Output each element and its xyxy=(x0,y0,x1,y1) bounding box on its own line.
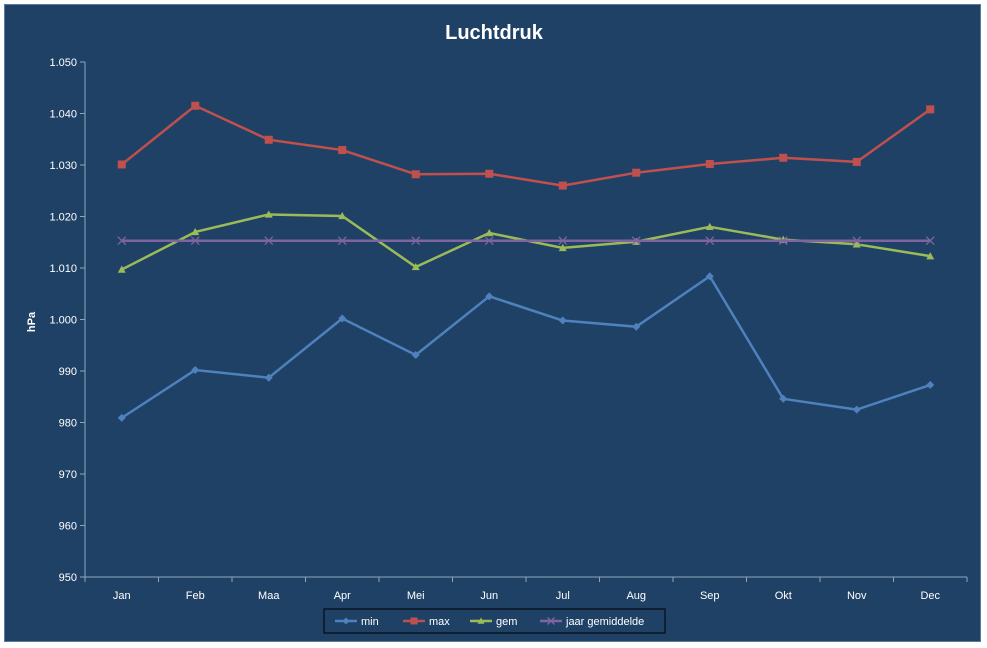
x-tick-label: Aug xyxy=(626,590,646,602)
data-point-jaar-gemiddelde xyxy=(925,236,935,246)
chart-title: Luchtdruk xyxy=(445,22,544,44)
legend-item-gem: gem xyxy=(470,616,517,628)
data-point-jaar-gemiddelde xyxy=(484,236,494,246)
legend-swatch-marker xyxy=(547,617,555,625)
series-jaar-gemiddelde xyxy=(117,236,935,246)
data-point-gem xyxy=(338,211,347,220)
y-tick-label: 1.030 xyxy=(49,160,77,172)
data-point-jaar-gemiddelde xyxy=(558,236,568,246)
data-point-max xyxy=(338,146,347,155)
data-point-max xyxy=(558,181,567,190)
data-point-min xyxy=(852,405,861,414)
data-point-max xyxy=(485,169,494,178)
data-point-max xyxy=(411,170,420,179)
data-point-min xyxy=(779,394,788,403)
legend-item-min: min xyxy=(335,616,379,628)
data-point-min xyxy=(117,413,126,422)
data-point-min xyxy=(264,373,273,382)
data-point-min xyxy=(338,314,347,323)
data-point-min xyxy=(705,272,714,281)
series-line-max xyxy=(120,104,931,187)
y-axis-title: hPa xyxy=(26,311,38,332)
data-point-gem xyxy=(411,262,420,271)
x-tick-label: Okt xyxy=(775,590,792,602)
y-tick-label: 1.000 xyxy=(49,315,77,327)
data-point-gem xyxy=(264,210,273,218)
line-chart: Luchtdruk hPa 950 960 970 980 990 1.000 1.010 1… xyxy=(26,22,968,634)
data-point-jaar-gemiddelde xyxy=(411,236,421,246)
data-point-max xyxy=(117,160,126,169)
y-tick-label: 990 xyxy=(59,366,77,378)
data-point-jaar-gemiddelde xyxy=(190,236,200,246)
y-tick-label: 980 xyxy=(59,418,77,430)
x-tick-label: Feb xyxy=(186,590,205,602)
legend-swatch-marker xyxy=(477,617,485,624)
x-tick-label: Dec xyxy=(920,590,940,602)
data-point-max xyxy=(705,159,714,168)
axes: 950 960 970 980 990 1.000 1.010 1.020 1.030 1.040… xyxy=(49,57,968,602)
x-tick-label: Apr xyxy=(334,590,351,602)
data-point-max xyxy=(779,153,788,162)
data-point-gem xyxy=(117,265,126,273)
y-tick-label: 1.010 xyxy=(49,263,77,275)
y-tick-label: 1.020 xyxy=(49,212,77,224)
x-tick-label: Jun xyxy=(480,590,498,602)
x-tick-label: Sep xyxy=(700,590,720,602)
data-point-min xyxy=(632,322,641,331)
x-tick-label: Maa xyxy=(258,590,280,602)
data-point-jaar-gemiddelde xyxy=(852,236,862,246)
legend-label: max xyxy=(429,616,450,628)
data-point-gem xyxy=(558,243,567,252)
y-tick-label: 1.050 xyxy=(49,57,77,69)
x-tick-label: Mei xyxy=(407,590,425,602)
data-point-min xyxy=(558,316,567,325)
x-tick-label: Jan xyxy=(113,590,131,602)
legend-item-max: max xyxy=(403,616,450,628)
data-point-jaar-gemiddelde xyxy=(778,236,788,246)
data-point-max xyxy=(852,157,861,166)
legend-label: gem xyxy=(496,616,517,628)
legend-swatch-marker xyxy=(410,617,418,625)
data-point-max xyxy=(191,101,200,110)
x-tick-label: Jul xyxy=(556,590,570,602)
data-point-gem xyxy=(705,222,714,230)
series-max xyxy=(117,101,935,190)
data-point-jaar-gemiddelde xyxy=(337,236,347,246)
chart-area: Luchtdruk hPa 950 960 970 980 990 1.000 1.010 1… xyxy=(4,4,981,642)
series-line-gem xyxy=(121,213,931,271)
data-point-min xyxy=(411,351,420,360)
y-tick-label: 960 xyxy=(59,521,77,533)
data-point-jaar-gemiddelde xyxy=(705,236,715,246)
data-point-max xyxy=(264,135,273,144)
data-point-jaar-gemiddelde xyxy=(631,236,641,246)
data-point-min xyxy=(191,365,200,374)
data-point-min xyxy=(926,380,935,389)
series-line-min xyxy=(121,274,931,419)
data-point-max xyxy=(926,105,935,114)
data-point-min xyxy=(485,292,494,301)
legend: min max gem jaar gemiddelde xyxy=(323,608,666,634)
legend-label: min xyxy=(361,616,379,628)
data-point-jaar-gemiddelde xyxy=(264,236,274,246)
y-tick-label: 1.040 xyxy=(49,109,77,121)
x-tick-label: Nov xyxy=(847,590,867,602)
legend-item-jaar-gemiddelde: jaar gemiddelde xyxy=(540,616,644,628)
series-min xyxy=(117,272,935,422)
y-tick-label: 950 xyxy=(59,572,77,584)
series-layer xyxy=(117,101,935,422)
data-point-gem xyxy=(926,252,935,260)
data-point-gem xyxy=(852,240,861,248)
legend-swatch-marker xyxy=(342,617,350,625)
legend-box xyxy=(323,608,666,634)
legend-label: jaar gemiddelde xyxy=(565,616,644,628)
data-point-gem xyxy=(485,228,494,237)
data-point-jaar-gemiddelde xyxy=(117,236,127,246)
data-point-gem xyxy=(191,227,200,236)
data-point-max xyxy=(632,168,641,177)
y-tick-label: 970 xyxy=(59,469,77,481)
